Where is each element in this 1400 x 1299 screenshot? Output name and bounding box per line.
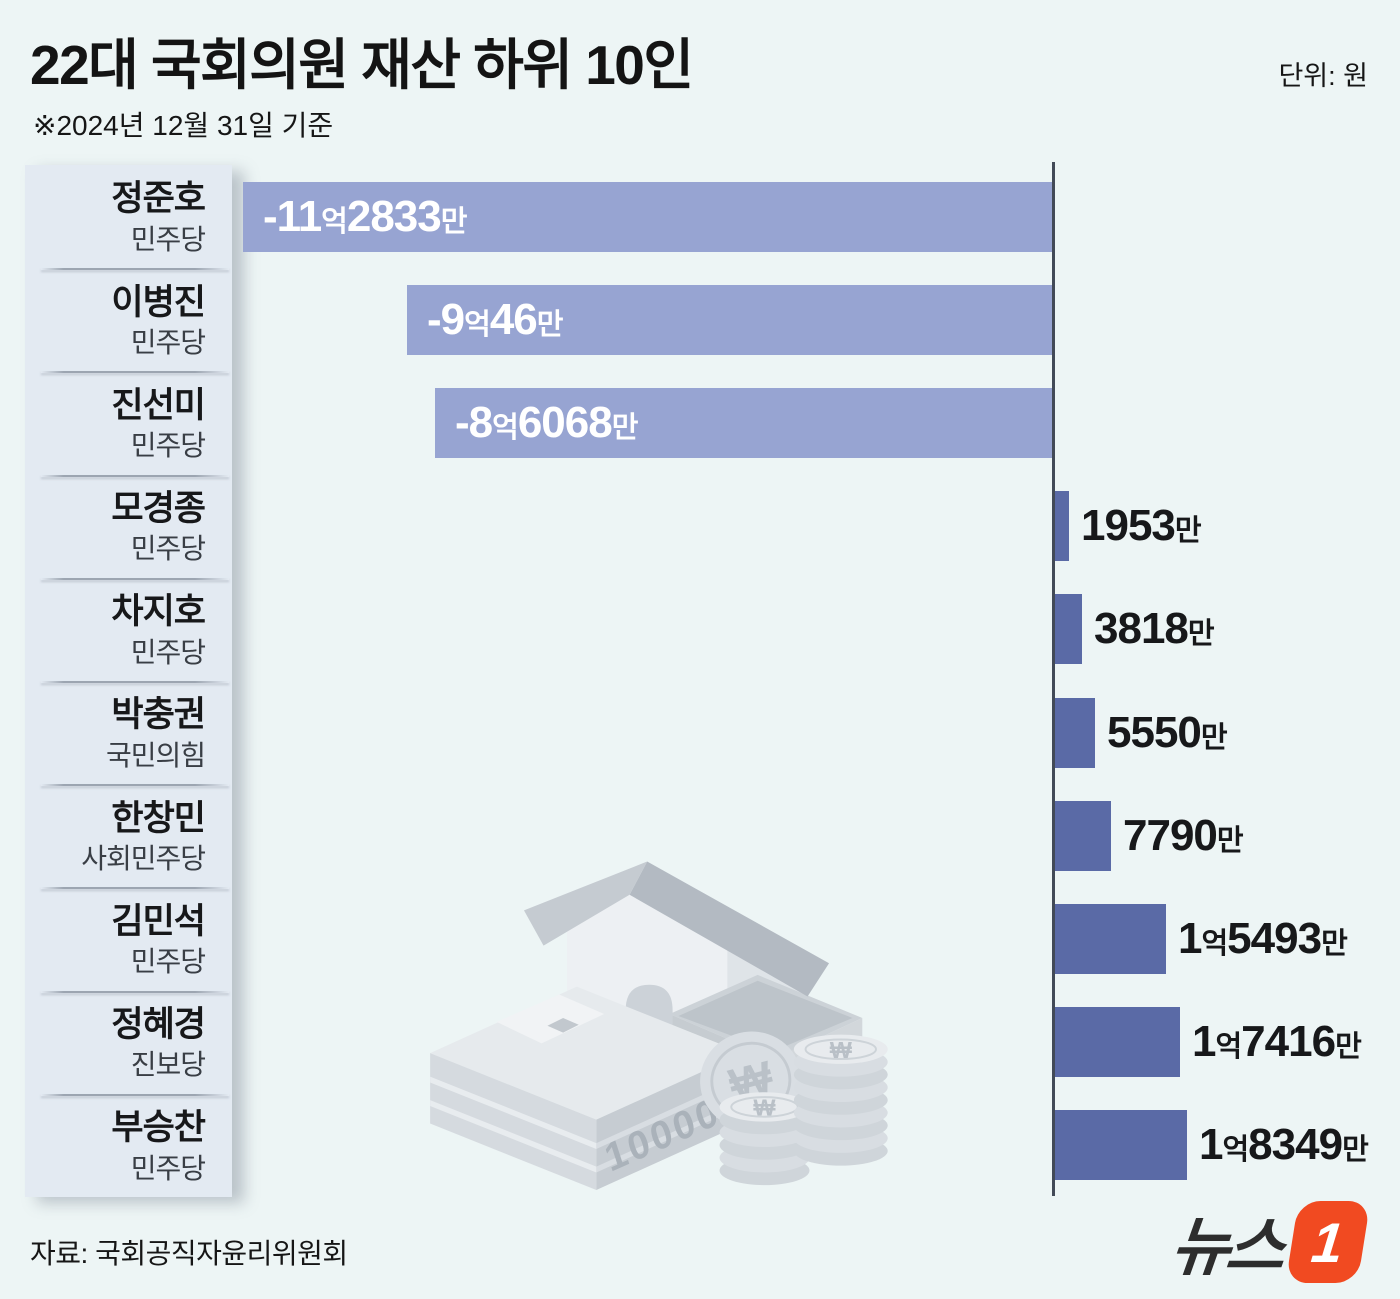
news1-logo-badge-number: 1	[1309, 1210, 1347, 1274]
member-name: 정준호	[111, 179, 206, 219]
news1-logo: 뉴스 1	[1168, 1196, 1371, 1288]
member-party: 민주당	[130, 533, 206, 565]
member-party: 민주당	[130, 327, 206, 359]
member-name: 부승찬	[111, 1108, 206, 1148]
coin-stack-short: ₩	[719, 1092, 810, 1186]
row-divider	[41, 681, 229, 683]
row-divider	[41, 371, 229, 374]
news1-logo-badge: 1	[1285, 1201, 1371, 1283]
asset-bar	[1055, 698, 1095, 768]
asset-value-label: 3818만	[1094, 604, 1215, 653]
asset-value-label: 1억8349만	[1199, 1120, 1369, 1169]
coin-stack-tall: ₩	[793, 1034, 888, 1166]
member-name: 모경종	[111, 488, 206, 528]
asset-value-label: 5550만	[1107, 708, 1228, 757]
asset-bar	[243, 182, 1053, 252]
asset-value-label: -8억6068만	[455, 398, 638, 447]
row-divider	[41, 577, 229, 580]
roof-left-slab	[523, 861, 648, 946]
row-divider	[41, 990, 229, 993]
unit-label: 단위: 원	[1278, 61, 1368, 91]
member-party: 국민의힘	[105, 739, 206, 771]
asset-bar	[407, 285, 1053, 355]
member-name: 정혜경	[111, 1004, 206, 1044]
zero-axis-line	[1052, 162, 1055, 1196]
asset-value-label: 1953만	[1081, 501, 1202, 550]
member-party: 민주당	[130, 223, 206, 255]
asset-bar	[435, 388, 1053, 458]
member-name: 차지호	[111, 592, 206, 632]
member-party: 민주당	[130, 946, 206, 978]
asset-bar	[1055, 491, 1069, 561]
asset-bar	[1055, 801, 1111, 871]
asset-bar	[1055, 594, 1082, 664]
asset-value-label: -11억2833만	[263, 192, 467, 241]
row-divider	[41, 1093, 229, 1096]
house-money-illustration: 10000 ₩ ₩ ₩	[430, 861, 888, 1191]
member-name-panel: 정준호 민주당 이병진 민주당 진선미 민주당 모경종 민주당 차지호 민주당 박충권 국민의힘 한창민…	[25, 165, 232, 1197]
row-divider	[41, 887, 229, 890]
member-party: 민주당	[130, 636, 206, 668]
asset-value-label: 1억7416만	[1192, 1017, 1362, 1066]
row-divider	[41, 474, 229, 477]
roof-right-slab	[629, 861, 830, 997]
asset-bar	[1055, 1007, 1180, 1077]
page-title: 22대 국회의원 재산 하위 10인	[30, 34, 694, 96]
member-name: 박충권	[111, 695, 206, 735]
source-credit: 자료: 국회공직자윤리위원회	[30, 1238, 348, 1269]
asset-value-label: 1억5493만	[1178, 914, 1348, 963]
reference-date-note: ※2024년 12월 31일 기준	[33, 110, 334, 141]
news1-logo-text: 뉴스	[1167, 1211, 1286, 1283]
member-name: 김민석	[111, 901, 206, 941]
member-name: 진선미	[111, 385, 206, 425]
member-name: 이병진	[111, 282, 206, 322]
member-name: 한창민	[111, 798, 206, 838]
asset-bar	[1055, 904, 1166, 974]
asset-bar	[1055, 1110, 1187, 1180]
row-divider	[41, 268, 229, 271]
won-symbol: ₩	[753, 1095, 776, 1121]
member-party: 진보당	[130, 1049, 206, 1081]
member-party: 민주당	[130, 1152, 206, 1184]
member-party: 사회민주당	[81, 843, 206, 875]
member-party: 민주당	[130, 430, 206, 462]
won-symbol: ₩	[830, 1037, 853, 1063]
asset-value-label: 7790만	[1123, 811, 1244, 860]
row-divider	[41, 784, 229, 787]
front-banknote-stack: 10000	[430, 986, 743, 1191]
asset-value-label: -9억46만	[427, 295, 563, 344]
